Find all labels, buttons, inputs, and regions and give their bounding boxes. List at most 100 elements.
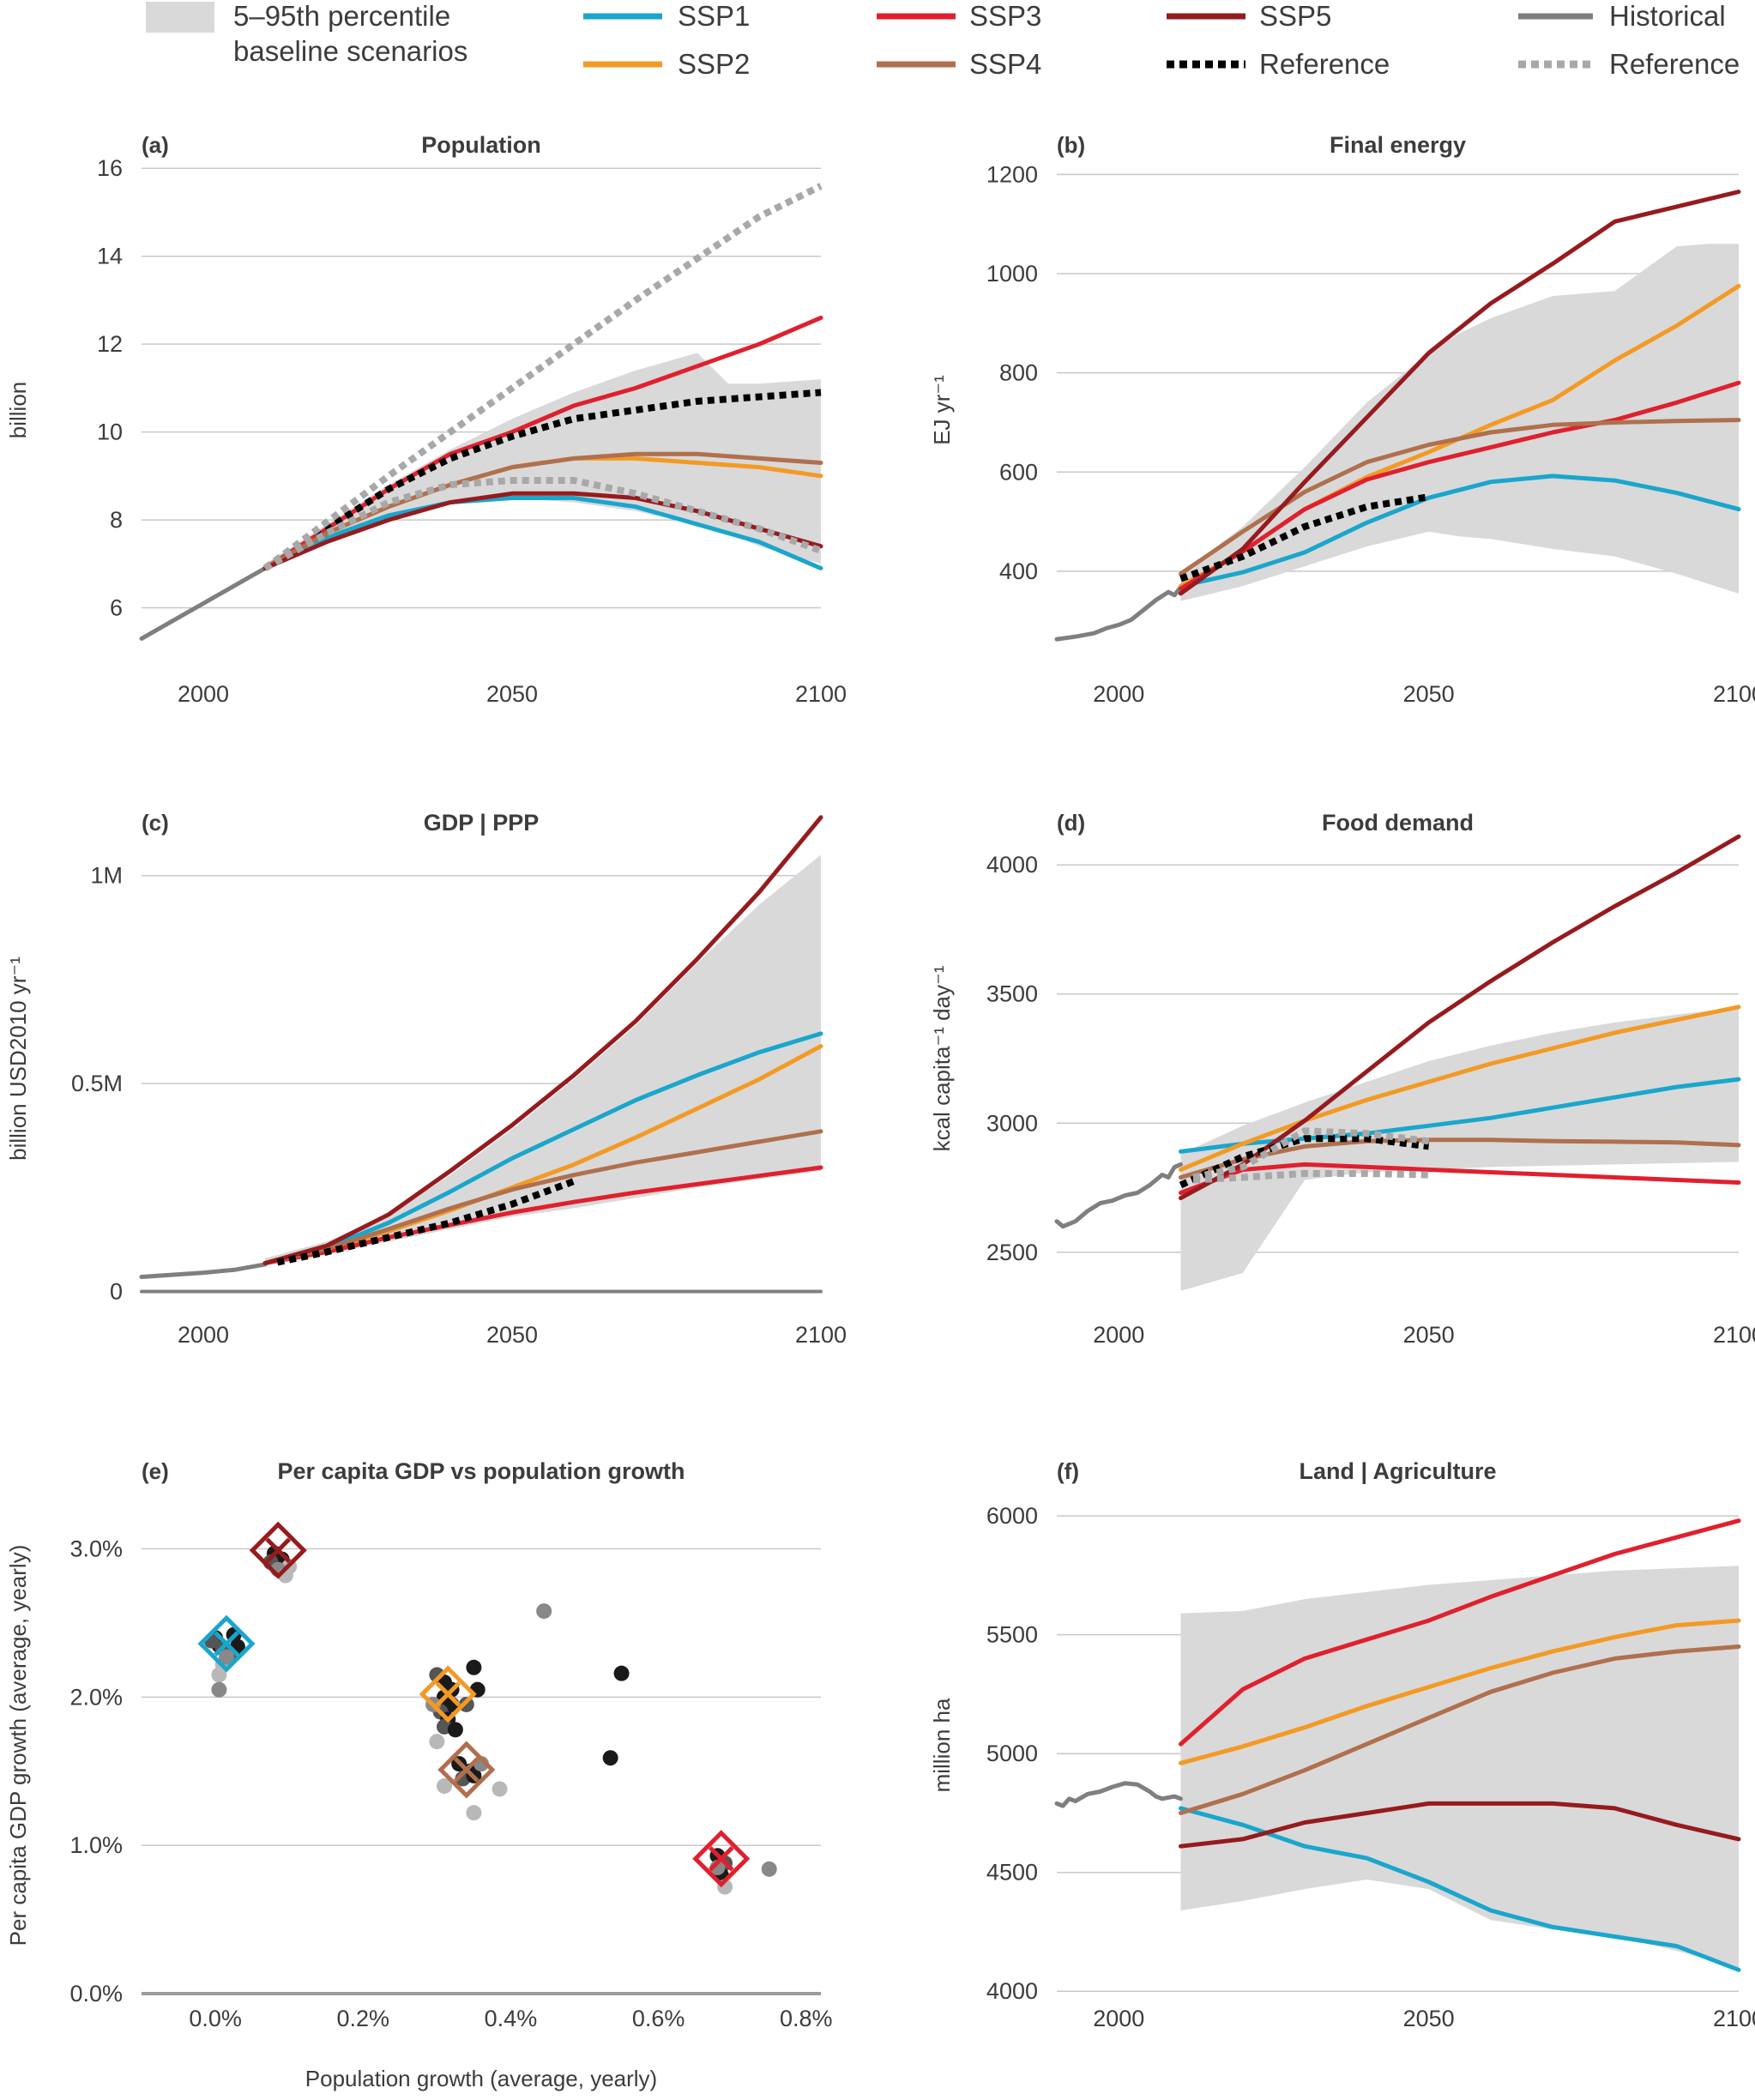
series-line-reference-grey [262,183,823,571]
marker-cross [454,1757,479,1783]
marker-ssp2 [419,1665,477,1723]
scatter-point [211,1667,227,1683]
marker-diamond [437,1741,496,1799]
scatter-point [429,1734,445,1750]
percentile-band [1180,1006,1739,1291]
x-tick-label: 2050 [486,1322,538,1348]
series-line-ssp4 [1179,418,1741,576]
marker-diamond [197,1614,256,1673]
series-line-ssp5 [1179,190,1741,596]
series-line-ssp1 [262,1031,823,1265]
scatter-point [466,1659,482,1675]
y-tick-label: 14 [97,244,123,269]
x-tick-label: 2050 [1403,681,1455,707]
scatter-point [211,1681,227,1698]
y-tick-label: 2.0% [69,1684,123,1710]
panel-title: Population [421,132,540,158]
scatter-point [219,1649,234,1665]
series-line-historical [1054,1162,1183,1229]
panel-a: 6 8 10 12 14 16 2000 2050 2100 (a) Population billi… [5,132,847,707]
y-tick-label: 4000 [986,852,1038,878]
marker-cross [265,1537,292,1563]
panel-title: GDP | PPP [424,810,540,836]
series-line-ssp5 [262,491,823,570]
marker-ssp4 [437,1741,496,1799]
series-line-ssp2 [1179,1618,1741,1765]
legend-ssp3-label: SSP3 [969,0,1041,32]
y-tick-label: 400 [999,558,1038,584]
panel-letter: (d) [1057,810,1085,836]
scatter-point [536,1603,552,1620]
scatter-point [466,1805,482,1821]
panel-letter: (f) [1057,1458,1079,1484]
panel-d: 2500 3000 3500 4000 2000 2050 2100 (d) Food dema… [929,810,1755,1348]
y-axis-label: billion [5,382,31,439]
percentile-band [265,854,821,1264]
x-tick-label: 2000 [178,681,229,707]
legend-ssp5-label: SSP5 [1259,0,1331,32]
series-line-reference-grey [1192,1127,1430,1181]
series-line-reference-black [262,389,822,571]
series-line-ssp5 [1179,1801,1741,1849]
scatter-point [436,1778,452,1795]
series-line-historical [139,1262,268,1279]
legend-ssp1-label: SSP1 [678,0,750,32]
y-axis-label: Per capita GDP growth (average, yearly) [5,1545,31,1946]
x-tick-label: 2100 [1713,1322,1755,1348]
marker-diamond [249,1521,307,1579]
legend-ssp2-label: SSP2 [678,48,750,80]
y-tick-label: 1000 [986,261,1038,287]
series-line-ssp3 [1179,380,1741,591]
scatter-point [492,1781,508,1797]
y-axis-label: million ha [929,1698,955,1792]
y-axis-label: EJ yr⁻¹ [929,375,955,445]
y-tick-label: 6 [110,595,123,621]
y-tick-label: 4000 [986,1978,1038,2004]
panel-f: 4000 4500 5000 5500 6000 2000 2050 2100 (f) Land … [929,1458,1755,2031]
x-tick-label: 0.8% [780,2006,833,2031]
x-tick-label: 2000 [1093,1322,1144,1348]
marker-ssp1 [197,1614,256,1673]
legend-band-swatch [146,2,214,33]
x-tick-label: 2000 [1093,2006,1144,2031]
x-tick-label: 2100 [1713,681,1755,707]
x-tick-label: 2050 [1403,1322,1455,1348]
scatter-point [761,1861,777,1877]
y-axis-label: billion USD2010 yr⁻¹ [5,956,31,1161]
y-tick-label: 1.0% [69,1832,123,1858]
x-tick-label: 2050 [486,681,538,707]
y-tick-label: 600 [999,459,1038,485]
series-line-ssp3 [1179,1162,1741,1195]
panel-letter: (e) [142,1458,169,1484]
panel-letter: (a) [142,132,169,158]
x-tick-label: 0.0% [189,2006,242,2031]
scatter-point [458,1696,474,1712]
y-axis-label: kcal capita⁻¹ day⁻¹ [929,965,955,1151]
marker-ssp3 [692,1830,751,1888]
scatter-point [447,1722,463,1738]
x-tick-label: 2100 [795,1322,847,1348]
x-tick-label: 2050 [1403,2006,1455,2031]
series-line-historical [1054,1781,1183,1808]
chart-panels: 6 8 10 12 14 16 2000 2050 2100 (a) Population billi… [5,132,1755,2091]
percentile-band [1180,1566,1739,1968]
series-line-ssp5 [1179,834,1741,1201]
panel-title: Per capita GDP vs population growth [277,1458,685,1484]
series-line-historical [1054,584,1183,642]
y-tick-label: 0.5M [71,1071,123,1096]
y-tick-label: 1200 [986,161,1038,187]
y-tick-label: 4500 [986,1860,1038,1886]
y-tick-label: 3000 [986,1110,1038,1136]
marker-ssp5 [249,1521,307,1579]
y-tick-label: 8 [110,507,123,533]
panel-e: 0.0% 1.0% 2.0% 3.0% 0.0% 0.2% 0.4% 0.6% 0.8% (e) P… [5,1458,833,2091]
series-line-ssp2 [1179,1005,1741,1172]
series-line-ssp3 [1179,1518,1741,1747]
panel-title: Land | Agriculture [1299,1458,1496,1484]
scatter-point [602,1750,618,1766]
series-line-reference-black [1179,1135,1430,1189]
marker-diamond [692,1830,751,1888]
y-tick-label: 0 [110,1278,123,1304]
x-tick-label: 2100 [795,681,847,707]
